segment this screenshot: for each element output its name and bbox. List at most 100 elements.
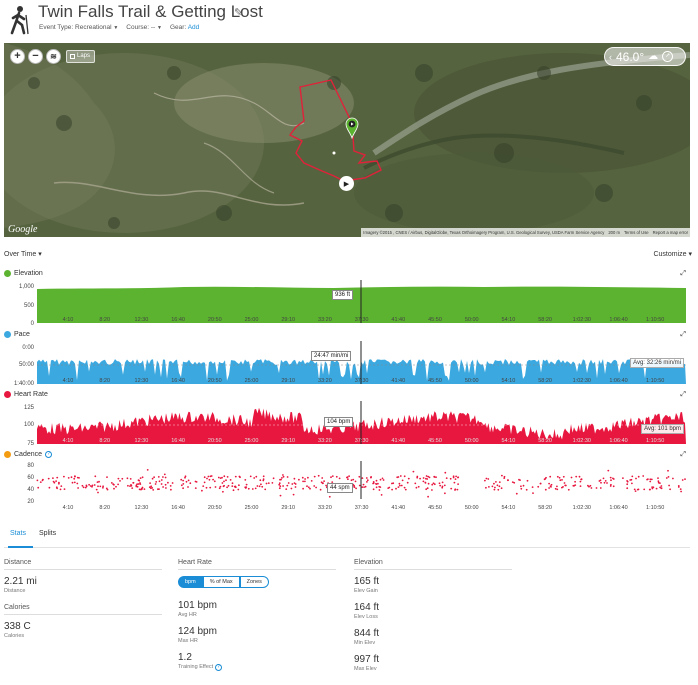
play-button[interactable]: ▶	[339, 176, 354, 191]
cadence-plot[interactable]: 80 60 40 20 4:10 8:20 12:30 16:40 20:50 25:00…	[4, 461, 690, 513]
cadence-point	[590, 487, 593, 489]
x-tick: 58:20	[538, 438, 552, 444]
cadence-point	[95, 488, 98, 491]
info-icon[interactable]: ?	[45, 451, 53, 458]
zoom-out-button[interactable]: −	[28, 49, 43, 64]
cadence-point	[285, 488, 288, 490]
cadence-point	[426, 487, 429, 490]
min-elev-value: 844 ft	[354, 628, 380, 639]
cadence-point	[642, 475, 645, 477]
bpm-option[interactable]: bpm	[178, 576, 203, 588]
tab-splits[interactable]: Splits	[39, 530, 57, 537]
cadence-point	[526, 479, 529, 482]
course-selector[interactable]: Course: -- ▼	[126, 24, 162, 31]
zoom-in-button[interactable]: +	[10, 49, 25, 64]
cadence-point	[164, 476, 167, 479]
cadence-point	[306, 485, 308, 488]
cadence-point	[148, 486, 151, 489]
cadence-point	[140, 487, 143, 490]
cadence-point	[254, 487, 257, 490]
x-tick: 1:10:50	[646, 317, 664, 323]
x-tick: 45:50	[428, 378, 442, 384]
map-pin-icon[interactable]	[345, 117, 359, 139]
cadence-point	[438, 482, 441, 485]
cadence-point	[201, 489, 203, 492]
cadence-point	[444, 492, 446, 495]
cadence-point	[348, 475, 350, 477]
report-error-link[interactable]: Report a map error	[652, 230, 688, 235]
x-tick: 1:06:40	[609, 317, 627, 323]
cadence-point	[657, 477, 659, 479]
x-tick: 4:10	[63, 317, 74, 323]
cloud-icon: ☁	[648, 51, 659, 62]
cadence-point	[182, 483, 185, 485]
cadence-point	[375, 483, 378, 485]
legend-dot	[4, 331, 11, 338]
cadence-point	[287, 482, 290, 484]
cadence-point	[372, 482, 375, 484]
cadence-point	[604, 480, 607, 482]
y-tick: 75	[27, 441, 34, 447]
cadence-point	[649, 480, 652, 483]
info-icon[interactable]: ?	[214, 664, 222, 671]
terms-link[interactable]: Terms of Use	[623, 230, 649, 235]
cadence-point	[391, 488, 393, 491]
edit-pencil-icon[interactable]: ✎	[234, 7, 244, 19]
cadence-point	[431, 483, 434, 486]
cadence-point	[388, 486, 391, 489]
calories-value: 338 C	[4, 621, 31, 632]
cadence-point	[307, 476, 309, 479]
cadence-point	[313, 475, 316, 478]
cadence-point	[105, 487, 108, 490]
cadence-point	[73, 477, 76, 480]
max-hr-value: 124 bpm	[178, 626, 217, 637]
cadence-point	[397, 486, 400, 488]
chevron-left-icon[interactable]: ‹	[609, 51, 612, 62]
tab-stats[interactable]: Stats	[10, 530, 26, 537]
cadence-point	[151, 477, 154, 480]
cadence-point	[554, 487, 557, 490]
legend-dot	[4, 391, 11, 398]
weather-widget[interactable]: ‹ 46.0° ☁ ↗	[604, 47, 686, 66]
percent-max-option[interactable]: % of Max	[202, 576, 240, 588]
expand-icon[interactable]: ⤢	[680, 270, 686, 277]
over-time-dropdown[interactable]: Over Time ▾	[4, 251, 42, 258]
x-tick: 25:00	[245, 438, 259, 444]
x-tick: 41:40	[391, 317, 405, 323]
cadence-point	[366, 481, 368, 483]
elevation-plot[interactable]: 1,000 500 0 4:10 8:20 12:30 16:40 20:50 25:00…	[4, 280, 690, 326]
laps-toggle[interactable]: Laps	[66, 50, 96, 63]
cadence-point	[375, 479, 378, 482]
expand-icon[interactable]: ⤢	[680, 331, 686, 338]
cadence-point	[307, 486, 310, 489]
cadence-point	[171, 482, 174, 484]
cadence-point	[154, 483, 157, 485]
add-gear-link[interactable]: Add	[187, 24, 200, 31]
activity-header: Twin Falls Trail & Getting Lost ✎ Event …	[0, 0, 698, 42]
layers-icon[interactable]: ≋	[46, 49, 61, 64]
expand-icon[interactable]: ⤢	[680, 391, 686, 398]
zones-option[interactable]: Zones	[239, 576, 269, 588]
heart-rate-plot[interactable]: 125 100 75 4:10 8:20 12:30 16:40 20:50 25:00 2…	[4, 401, 690, 447]
x-tick: 8:20	[99, 317, 110, 323]
pace-average: Avg: 32:26 min/mi	[630, 358, 684, 368]
x-tick: 12:30	[135, 505, 149, 511]
cadence-point	[501, 474, 503, 477]
route-map[interactable]: + − ≋ Laps ‹ 46.0° ☁ ↗ Google Imagery ©2…	[4, 43, 690, 237]
cadence-point	[37, 486, 40, 489]
activity-title[interactable]: Twin Falls Trail & Getting Lost	[38, 2, 263, 21]
cadence-point	[484, 479, 486, 482]
x-tick: 1:06:40	[609, 505, 627, 511]
x-tick: 37:30	[355, 378, 369, 384]
cadence-point	[251, 488, 254, 490]
cadence-point	[169, 485, 172, 487]
cadence-point	[89, 485, 92, 487]
cadence-point	[170, 488, 172, 491]
x-tick: 58:20	[538, 317, 552, 323]
event-type-selector[interactable]: Event Type: Recreational ▼	[39, 24, 119, 31]
pace-plot[interactable]: 0:00 50:00 1:40:00 4:10 8:20 12:30 16:40 20:…	[4, 341, 690, 387]
customize-dropdown[interactable]: Customize ▾	[653, 251, 692, 258]
cadence-point	[279, 485, 282, 488]
expand-icon[interactable]: ⤢	[680, 451, 686, 458]
cadence-point	[309, 487, 311, 490]
